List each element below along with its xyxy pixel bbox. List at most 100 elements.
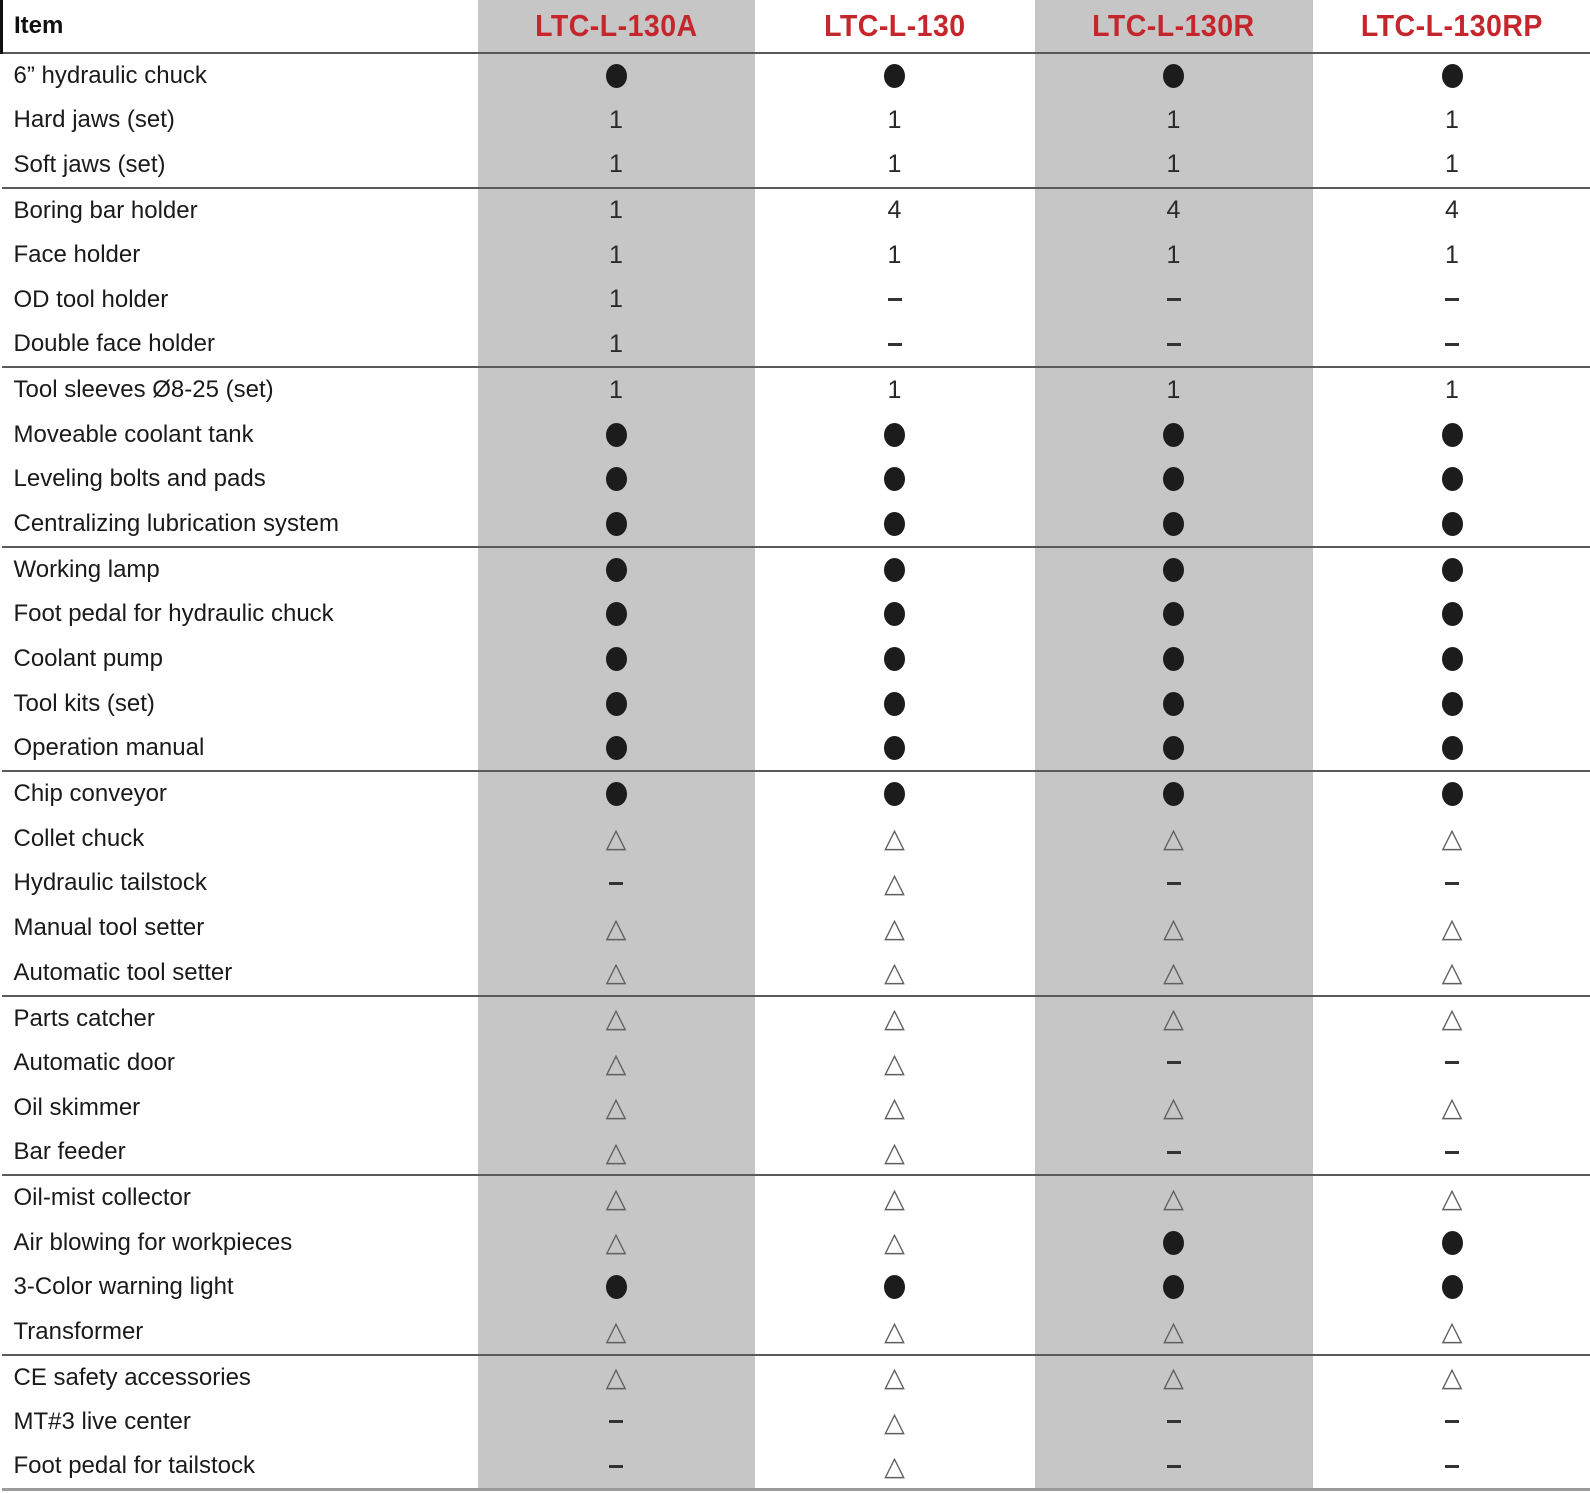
optional-triangle-cell: △ — [477, 1085, 755, 1131]
optional-triangle-cell: △ — [1313, 996, 1590, 1041]
table-row: Transformer △ △ △ △ — [1, 1309, 1590, 1356]
triangle-icon: △ — [884, 957, 905, 989]
triangle-icon: △ — [1163, 1003, 1184, 1035]
filled-circle-icon — [1441, 63, 1463, 88]
item-label: Chip conveyor — [13, 780, 167, 808]
standard-dot-cell — [1313, 771, 1590, 816]
item-label: Parts catcher — [13, 1004, 155, 1032]
table-row: Coolant pump — [2, 636, 1590, 682]
filled-circle-icon — [884, 422, 905, 447]
table-header: Item LTC-L-130A LTC-L-130 LTC-L-130R LTC… — [0, 0, 1590, 54]
standard-dot-cell — [1034, 546, 1313, 592]
optional-triangle-cell: △ — [1313, 1085, 1590, 1130]
triangle-icon: △ — [1441, 957, 1463, 989]
filled-circle-icon — [884, 782, 905, 807]
quantity-cell: 1 — [1034, 97, 1313, 143]
standard-dot-cell — [1312, 501, 1590, 548]
quantity-value: 1 — [609, 329, 623, 358]
standard-dot-cell — [477, 53, 755, 98]
table-row: Manual tool setter △ △ △ △ — [2, 905, 1590, 951]
triangle-icon: △ — [1163, 912, 1184, 944]
filled-circle-icon — [1163, 602, 1184, 627]
standard-dot-cell — [1313, 1220, 1590, 1265]
standard-dot-cell — [755, 412, 1035, 457]
not-available-cell — [477, 861, 755, 906]
item-label: Leveling bolts and pads — [13, 465, 266, 493]
optional-triangle-cell: △ — [755, 1085, 1035, 1130]
filled-circle-icon — [1441, 422, 1463, 447]
quantity-cell: 1 — [1034, 142, 1313, 189]
filled-circle-icon — [605, 782, 627, 807]
item-label: Tool kits (set) — [13, 689, 155, 717]
filled-circle-icon — [605, 557, 627, 582]
filled-circle-icon — [605, 736, 627, 761]
not-available-cell — [1034, 861, 1313, 906]
filled-circle-icon — [1163, 1230, 1184, 1255]
dash-icon — [609, 1464, 623, 1468]
dash-icon — [1166, 1464, 1181, 1468]
filled-circle-icon — [605, 467, 627, 492]
filled-circle-icon — [884, 691, 905, 716]
optional-triangle-cell: △ — [755, 906, 1035, 951]
standard-dot-cell — [1034, 726, 1313, 773]
table-row: Oil-mist collector △ △ △ △ — [2, 1175, 1590, 1221]
standard-dot-cell — [754, 726, 1035, 773]
quantity-value: 1 — [1445, 240, 1459, 269]
triangle-icon: △ — [884, 1450, 905, 1482]
standard-dot-cell — [477, 636, 755, 682]
quantity-value: 1 — [1166, 105, 1181, 134]
table-row: Moveable coolant tank — [2, 412, 1590, 458]
triangle-icon: △ — [1163, 1092, 1184, 1124]
filled-circle-icon — [1441, 557, 1463, 582]
not-available-cell — [755, 277, 1035, 322]
filled-circle-icon — [1441, 1275, 1463, 1300]
standard-dot-cell — [1313, 1265, 1590, 1310]
dash-icon — [1445, 1150, 1459, 1154]
standard-dot-cell — [755, 53, 1035, 98]
item-label: Tool sleeves Ø8-25 (set) — [13, 376, 274, 404]
quantity-value: 1 — [887, 150, 902, 179]
filled-circle-icon — [1441, 647, 1463, 672]
table-row: CE safety accessories △ △ △ △ — [2, 1354, 1590, 1400]
optional-triangle-cell: △ — [755, 996, 1035, 1041]
optional-triangle-cell: △ — [477, 950, 755, 997]
standard-dot-cell — [1034, 412, 1313, 458]
dash-icon — [1445, 1420, 1459, 1424]
table-section: CE safety accessories △ △ △ △ MT#3 live cente… — [2, 1354, 1590, 1490]
optional-triangle-cell: △ — [477, 1354, 755, 1400]
not-available-cell — [1313, 277, 1590, 322]
triangle-icon: △ — [884, 867, 905, 899]
standard-dot-cell — [1313, 637, 1590, 682]
optional-triangle-cell: △ — [477, 905, 755, 951]
table-row: MT#3 live center △ — [2, 1399, 1590, 1445]
standard-dot-cell — [477, 681, 755, 727]
optional-triangle-cell: △ — [1312, 1309, 1590, 1356]
dash-icon — [887, 298, 902, 302]
item-label: Face holder — [13, 241, 141, 268]
item-label: Working lamp — [13, 555, 160, 583]
quantity-value: 1 — [1166, 240, 1181, 269]
quantity-cell: 1 — [754, 142, 1035, 189]
quantity-cell: 4 — [1034, 187, 1313, 233]
optional-triangle-cell: △ — [477, 1175, 755, 1221]
triangle-icon: △ — [605, 1047, 627, 1079]
triangle-icon: △ — [1163, 1316, 1184, 1348]
item-label: Double face holder — [1, 322, 478, 369]
filled-circle-icon — [1441, 691, 1463, 716]
standard-dot-cell — [755, 457, 1035, 502]
table-row: Automatic door △ △ — [2, 1040, 1590, 1086]
not-available-cell — [1034, 1399, 1313, 1445]
standard-dot-cell — [477, 1265, 755, 1310]
triangle-icon: △ — [605, 1182, 627, 1214]
quantity-value: 1 — [609, 285, 623, 314]
not-available-cell — [1034, 277, 1313, 323]
standard-dot-cell — [477, 412, 755, 458]
dash-icon — [1166, 342, 1181, 346]
item-label: 6” hydraulic chuck — [13, 61, 207, 89]
not-available-cell — [1313, 1445, 1590, 1490]
item-label: Soft jaws (set) — [1, 142, 478, 189]
standard-dot-cell — [1034, 53, 1313, 98]
filled-circle-icon — [1441, 467, 1463, 492]
quantity-value: 1 — [887, 240, 902, 269]
table-section: Tool sleeves Ø8-25 (set) 1 1 1 1 Moveable coo… — [1, 367, 1590, 548]
